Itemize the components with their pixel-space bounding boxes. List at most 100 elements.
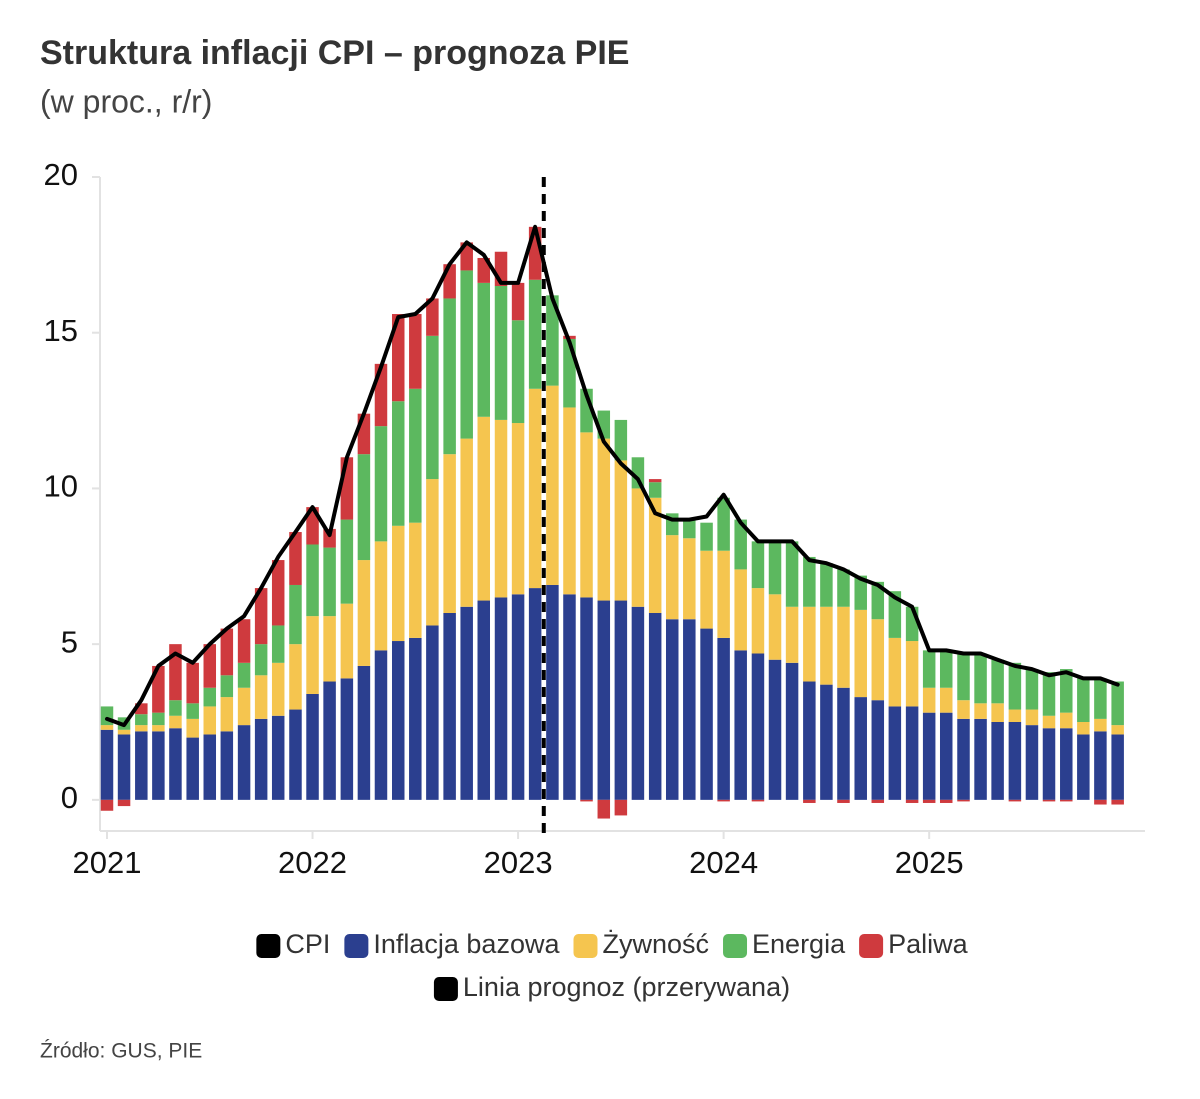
bar-segment <box>974 703 987 719</box>
legend-label: Paliwa <box>888 929 969 959</box>
bar-segment <box>494 419 508 598</box>
legend-swatch <box>256 934 281 958</box>
bar-segment <box>100 729 114 800</box>
legend-swatch <box>723 934 748 958</box>
bar-segment <box>409 637 422 800</box>
bar-segment <box>751 541 765 589</box>
y-tick-label: 15 <box>44 313 78 348</box>
bar-segment <box>391 641 405 800</box>
bar-segment <box>254 718 268 800</box>
bar-segment <box>237 725 251 800</box>
bar-segment <box>135 714 148 726</box>
bar-segment <box>1060 728 1073 800</box>
bar-segment <box>152 712 165 726</box>
bar-segment <box>306 544 319 617</box>
bar-segment <box>426 625 439 800</box>
bar-segment <box>631 457 645 489</box>
bar-segment <box>820 563 833 607</box>
bar-segment <box>717 637 730 800</box>
y-tick-label: 20 <box>44 157 78 192</box>
bar-segment <box>391 525 405 642</box>
bar-segment <box>939 799 953 803</box>
bar-segment <box>443 298 456 455</box>
bar-segment <box>511 594 525 800</box>
bar-segment <box>289 644 302 710</box>
bar-segment <box>1008 722 1022 800</box>
bar-segment <box>511 423 525 595</box>
bar-segment <box>357 665 371 800</box>
bar-segment <box>854 609 867 698</box>
bar-segment <box>1094 731 1107 800</box>
bar-segment <box>1094 799 1107 805</box>
bar-segment <box>1094 718 1107 732</box>
bar-segment <box>700 550 713 629</box>
bar-segment <box>477 282 491 417</box>
bar-segment <box>374 650 388 800</box>
bar-segment <box>237 687 251 726</box>
bar-segment <box>614 419 628 461</box>
bar-segment <box>785 541 799 607</box>
bar-segment <box>785 662 799 800</box>
bar-segment <box>580 799 593 802</box>
bar-segment <box>905 706 919 800</box>
bar-segment <box>974 718 987 800</box>
bar-segment <box>1042 728 1056 800</box>
x-tick-label: 2023 <box>484 845 553 880</box>
bar-segment <box>717 799 730 802</box>
bar-segment <box>751 588 765 654</box>
bar-segment <box>563 407 576 595</box>
bar-segment <box>100 725 114 730</box>
x-tick-label: 2022 <box>278 845 347 880</box>
legend-swatch <box>433 977 458 1001</box>
bar-segment <box>528 588 542 800</box>
bar-segment <box>648 497 662 613</box>
bar-segment <box>803 681 816 800</box>
bar-segment <box>237 619 251 663</box>
bar-segment <box>306 693 319 800</box>
bar-segment <box>511 320 525 424</box>
bar-segment <box>957 653 970 701</box>
bar-segment <box>323 681 336 800</box>
x-tick-label: 2024 <box>689 845 758 880</box>
bar-segment <box>888 706 902 800</box>
bar-segment <box>1008 662 1022 710</box>
bar-segment <box>597 438 611 601</box>
bar-segment <box>494 286 508 420</box>
bar-segment <box>683 519 696 539</box>
bar-segment <box>665 619 679 800</box>
bar-segment <box>340 603 354 679</box>
bar-segment <box>203 644 217 688</box>
bar-segment <box>871 581 885 620</box>
bar-segment <box>939 687 953 713</box>
bar-segment <box>837 606 850 688</box>
bar-segment <box>957 700 970 719</box>
y-tick-label: 10 <box>44 469 78 504</box>
bar-segment <box>117 729 131 735</box>
bar-segment <box>477 416 491 601</box>
bar-segment <box>443 613 456 800</box>
bar-segment <box>323 547 336 617</box>
bar-segment <box>477 600 491 800</box>
bar-segment <box>409 522 422 638</box>
bar-segment <box>340 519 354 604</box>
bar-segment <box>734 519 747 570</box>
bar-segment <box>580 432 593 598</box>
legend-row: CPI Inflacja bazowa Żywność Energia Paliwa <box>256 928 969 959</box>
bar-segment <box>1042 799 1056 802</box>
chart-subtitle: (w proc., r/r) <box>40 83 212 119</box>
bar-segment <box>237 662 251 688</box>
bar-segment <box>922 650 936 688</box>
bar-segment <box>546 385 559 585</box>
bar-segment <box>1042 672 1056 716</box>
bar-segment <box>460 270 473 439</box>
bar-segment <box>768 541 782 595</box>
cpi-line <box>105 224 1120 728</box>
bar-segment <box>374 541 388 651</box>
bar-segment <box>340 678 354 800</box>
chart-title: Struktura inflacji CPI – prognoza PIE <box>40 34 629 72</box>
bar-segment <box>100 799 114 811</box>
legend-label: Inflacja bazowa <box>373 929 560 959</box>
bar-segment <box>1077 734 1090 800</box>
bar-segment <box>254 675 268 719</box>
bar-segment <box>768 594 782 660</box>
